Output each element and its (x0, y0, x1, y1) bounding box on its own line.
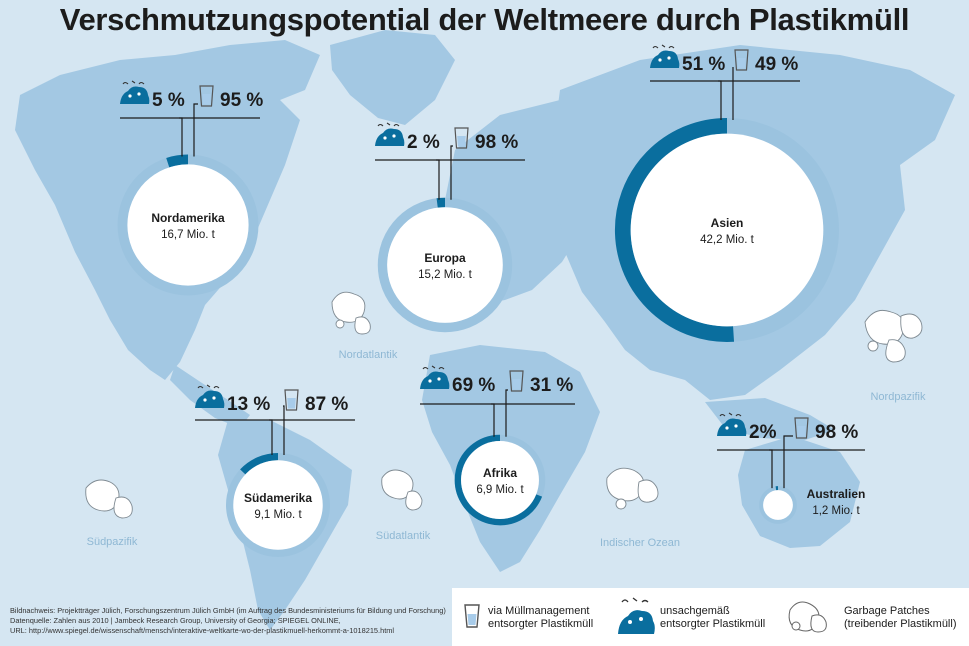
pct-managed-asien: 49 % (755, 54, 798, 75)
leader-managed (450, 145, 453, 200)
garbage-patches (85, 291, 923, 519)
pct-unmanaged-afrika: 69 % (452, 375, 495, 396)
cup-icon (509, 370, 524, 392)
donut-nordamerika: Nordamerika 16,7 Mio. t (117, 154, 259, 296)
legend-unmanaged-label: unsachgemäß entsorgter Plastikmüll (660, 605, 766, 630)
leader-managed (193, 103, 198, 157)
donut-hole-afrika (461, 441, 539, 519)
callout-europa: 2 % 98 % (375, 122, 525, 200)
garbage-patch-icon (864, 309, 923, 363)
garbage-patch-icon (331, 291, 371, 335)
trash-pile-icon (420, 365, 450, 389)
cup-icon (794, 417, 809, 439)
pct-managed-europa: 98 % (475, 132, 518, 153)
source-line: Datenquelle: Zahlen aus 2010 | Jambeck R… (10, 616, 341, 626)
slice-unmanaged-nordamerika (166, 154, 189, 168)
cup-icon (454, 127, 469, 149)
source-note: Bildnachweis: Projektträger Jülich, Fors… (10, 606, 455, 637)
region-total-australien: 1,2 Mio. t (812, 505, 860, 517)
pct-unmanaged-europa: 2 % (407, 132, 440, 153)
trash-pile-icon (650, 44, 680, 68)
leader-managed (283, 405, 285, 455)
source-line: Bildnachweis: Projektträger Jülich, Fors… (10, 606, 446, 615)
trash-pile-icon (120, 80, 150, 104)
pct-managed-suedamerika: 87 % (305, 394, 348, 415)
donut-hole-australien (763, 490, 793, 520)
ocean-label-nordatlantik: Nordatlantik (339, 349, 398, 361)
region-total-europa: 15,2 Mio. t (418, 269, 472, 281)
ocean-label-suedatlantik: Südatlantik (376, 530, 431, 542)
cup-icon (464, 604, 480, 628)
page-title: Verschmutzungspotential der Weltmeere du… (59, 2, 910, 37)
ocean-labels: Nordatlantik Nordpazifik Südpazifik Süda… (87, 349, 926, 549)
donut-hole-europa (387, 207, 503, 323)
garbage-patch-icon (85, 479, 133, 519)
leader-unmanaged (491, 403, 495, 437)
world-map (15, 30, 955, 630)
region-name-europa: Europa (424, 251, 466, 265)
callouts: 5 % 95 % 2 % 98 % 51 % 49 % 13 % 87 % 69 % 31 % 2%… (120, 44, 865, 489)
source-line: URL: http://www.spiegel.de/wissenschaft/… (10, 626, 395, 636)
donut-europa: Europa 15,2 Mio. t (377, 197, 513, 333)
slice-unmanaged-asien (614, 118, 735, 342)
leader-managed (783, 435, 793, 489)
region-total-asien: 42,2 Mio. t (700, 234, 754, 246)
pct-unmanaged-australien: 2% (749, 422, 777, 443)
ocean-label-indischer-ozean: Indischer Ozean (600, 537, 680, 549)
ocean-label-nordpazifik: Nordpazifik (870, 391, 926, 403)
leader-unmanaged (269, 419, 273, 455)
trash-pile-icon (717, 412, 747, 436)
callout-asien: 51 % 49 % (650, 44, 800, 120)
land-greenland (330, 30, 455, 125)
region-name-suedamerika: Südamerika (244, 491, 312, 505)
cup-icon (734, 49, 749, 71)
trash-pile-icon (618, 597, 655, 634)
leader-unmanaged (718, 80, 722, 120)
callout-nordamerika: 5 % 95 % (120, 80, 263, 157)
pct-managed-australien: 98 % (815, 422, 858, 443)
donut-asien: Asien 42,2 Mio. t (614, 117, 839, 343)
region-name-nordamerika: Nordamerika (151, 211, 225, 225)
garbage-patch-icon (381, 469, 423, 511)
cup-icon (199, 85, 214, 107)
donut-hole-asien (630, 133, 824, 327)
pct-unmanaged-asien: 51 % (682, 54, 725, 75)
leader-managed (505, 389, 508, 437)
donut-hole-suedamerika (233, 460, 323, 550)
cup-icon (284, 389, 299, 411)
legend-patches-label: Garbage Patches (treibender Plastikmüll) (844, 605, 957, 630)
pct-unmanaged-suedamerika: 13 % (227, 394, 270, 415)
donut-suedamerika: Südamerika 9,1 Mio. t (225, 452, 331, 558)
garbage-patch-icon (606, 467, 659, 510)
region-total-suedamerika: 9,1 Mio. t (254, 509, 302, 521)
region-total-afrika: 6,9 Mio. t (476, 484, 524, 496)
callout-suedamerika: 13 % 87 % (195, 384, 355, 455)
legend-managed-label: via Müllmanagement entsorgter Plastikmül… (488, 605, 594, 630)
donut-charts: Nordamerika 16,7 Mio. t Europa 15,2 Mio. t A… (117, 117, 866, 558)
trash-pile-icon (375, 122, 405, 146)
region-name-australien: Australien (807, 487, 866, 501)
callout-afrika: 69 % 31 % (420, 365, 575, 437)
pct-unmanaged-nordamerika: 5 % (152, 90, 185, 111)
callout-australien: 2% 98 % (717, 412, 865, 489)
slice-unmanaged-afrika (454, 434, 543, 526)
trash-pile-icon (195, 384, 225, 408)
leader-unmanaged (769, 449, 773, 489)
donut-hole-nordamerika (127, 164, 249, 286)
region-name-asien: Asien (711, 216, 744, 230)
region-total-nordamerika: 16,7 Mio. t (161, 229, 215, 241)
slice-unmanaged-suedamerika (240, 452, 279, 475)
leader-unmanaged (179, 117, 183, 157)
leader-unmanaged (436, 159, 440, 200)
pct-managed-nordamerika: 95 % (220, 90, 263, 111)
donut-australien: Australien 1,2 Mio. t (759, 486, 866, 524)
ocean-label-suedpazifik: Südpazifik (87, 536, 138, 548)
region-name-afrika: Afrika (483, 466, 517, 480)
pct-managed-afrika: 31 % (530, 375, 573, 396)
donut-afrika: Afrika 6,9 Mio. t (454, 434, 546, 526)
legend: via Müllmanagement entsorgter Plastikmül… (452, 588, 969, 646)
garbage-patch-icon (788, 601, 827, 633)
